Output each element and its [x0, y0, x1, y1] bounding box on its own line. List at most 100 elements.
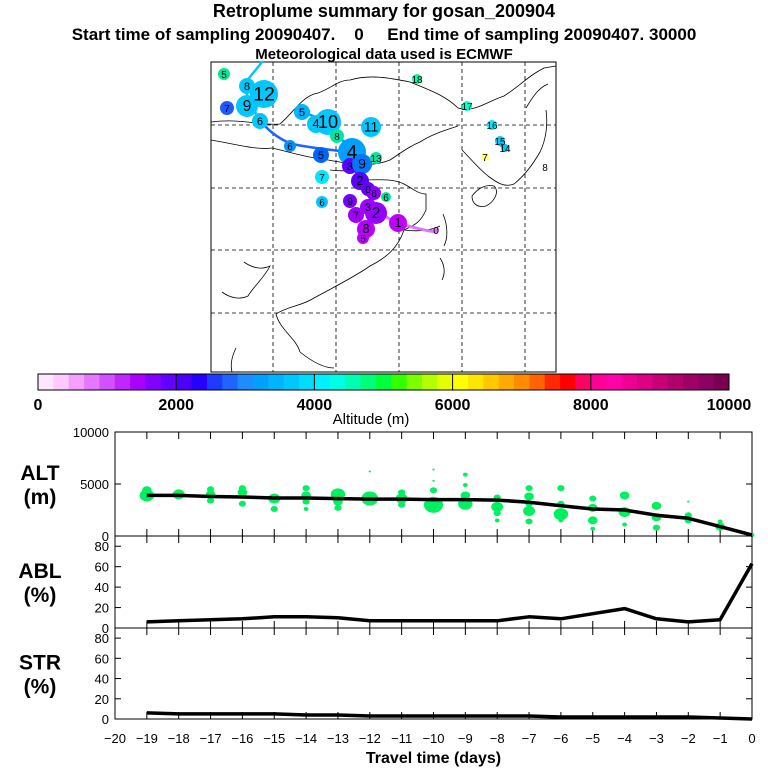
colorbar-cell: [160, 374, 177, 390]
altitude-point: [270, 505, 278, 512]
altitude-point: [651, 501, 662, 510]
y-tick-label: 0: [102, 621, 109, 636]
puff-label: 14: [499, 144, 511, 155]
puff-label: 11: [364, 119, 379, 135]
altitude-point: [525, 518, 533, 525]
altitude-point: [398, 489, 406, 496]
x-tick-label: −19: [136, 731, 158, 746]
series-line: [146, 493, 753, 537]
colorbar-cell: [206, 374, 223, 390]
altitude-point: [334, 504, 342, 511]
x-tick-label: −9: [458, 731, 473, 746]
x-tick-label: −5: [585, 731, 600, 746]
puff-label: 6: [383, 193, 389, 204]
x-tick-label: −10: [422, 731, 444, 746]
y-tick-label: 20: [95, 601, 109, 616]
altitude-point: [238, 500, 246, 507]
y-tick-label: 60: [95, 651, 109, 666]
altitude-point: [557, 485, 565, 492]
puff-label: 18: [411, 75, 423, 86]
colorbar-cell: [452, 374, 469, 390]
colorbar-cell: [498, 374, 515, 390]
altitude-point: [432, 468, 435, 471]
puff-label: 5: [360, 234, 366, 245]
colorbar-tick-label: 6000: [435, 397, 471, 414]
panel-frame: [114, 535, 753, 629]
colorbar-cell: [667, 374, 684, 390]
y-tick-label: 80: [95, 631, 109, 646]
sampling-time-line: Start time of sampling 20090407. 0 End t…: [71, 25, 697, 44]
puff-label: 2: [356, 174, 363, 188]
altitude-point: [717, 519, 723, 524]
x-tick-label: −8: [490, 731, 505, 746]
colorbar-cell: [176, 374, 193, 390]
colorbar-cell: [237, 374, 254, 390]
puff-label: 7: [224, 104, 230, 115]
altitude-point: [493, 510, 501, 517]
colorbar-tick-label: 10000: [707, 397, 752, 414]
altitude-point: [622, 522, 627, 527]
puff-label: 8: [362, 222, 369, 236]
series-line: [146, 711, 753, 721]
altitude-point: [460, 491, 471, 500]
puff-label: 7: [482, 153, 488, 164]
altitude-point: [587, 516, 598, 525]
altitude-point: [491, 501, 504, 512]
altitude-point: [589, 495, 597, 502]
altitude-point: [142, 486, 152, 495]
series-line: [146, 562, 754, 624]
puff-label: 6: [257, 116, 263, 128]
puff-label: 6: [287, 142, 293, 153]
puff-label: 6: [371, 189, 377, 200]
altitude-point: [398, 501, 406, 508]
altitude-point: [206, 497, 215, 504]
y-tick-label: 40: [95, 672, 109, 687]
x-tick-label: −2: [681, 731, 696, 746]
x-axis-label: Travel time (days): [366, 750, 501, 767]
colorbar-cell: [575, 374, 592, 390]
colorbar-cell: [268, 374, 285, 390]
colorbar-cell: [391, 374, 408, 390]
altitude-point: [462, 483, 468, 488]
colorbar-cell: [590, 374, 607, 390]
colorbar-cell: [514, 374, 530, 390]
puff-label: 5: [318, 150, 324, 162]
x-tick-label: −11: [391, 731, 412, 746]
colorbar-cell: [252, 374, 269, 390]
altitude-point: [687, 500, 690, 503]
puff-label: 0: [365, 185, 371, 196]
x-tick-label: −20: [104, 731, 126, 746]
puff-label: 5: [221, 70, 227, 81]
panel-abl: 0 20 40 60 80 ABL(%): [18, 535, 754, 636]
colorbar-tick-label: 0: [34, 397, 43, 414]
y-tick-label: 80: [95, 539, 109, 554]
altitude-point: [368, 470, 371, 473]
panel-ylabel-unit: (%): [24, 676, 57, 699]
panel-ylabel: ABL: [18, 560, 61, 583]
colorbar-cell: [114, 374, 131, 390]
colorbar-cell: [345, 374, 361, 390]
puff-label: 13: [370, 154, 382, 165]
colorbar-cell: [329, 374, 346, 390]
colorbar-cell: [621, 374, 638, 390]
altitude-point: [590, 526, 596, 531]
puff-label: 9: [347, 197, 353, 208]
colorbar-tick-label: 8000: [573, 397, 609, 414]
panel-ylabel: STR: [19, 652, 61, 675]
x-tick-label: 0: [748, 731, 755, 746]
panel-ylabel: ALT: [20, 462, 59, 485]
puff-label: 8: [542, 163, 548, 174]
y-tick-label: 60: [95, 560, 109, 575]
y-tick-label: 5000: [80, 477, 109, 492]
puff-label: 6: [319, 198, 325, 209]
y-tick-label: 0: [102, 529, 109, 544]
colorbar-axis-label: Altitude (m): [333, 411, 410, 428]
puff-label: 8: [244, 81, 250, 93]
x-tick-label: −4: [617, 731, 632, 746]
colorbar-cell: [421, 374, 438, 390]
colorbar-cell: [544, 374, 561, 390]
chart-title: Retroplume summary for gosan_200904: [212, 1, 556, 21]
